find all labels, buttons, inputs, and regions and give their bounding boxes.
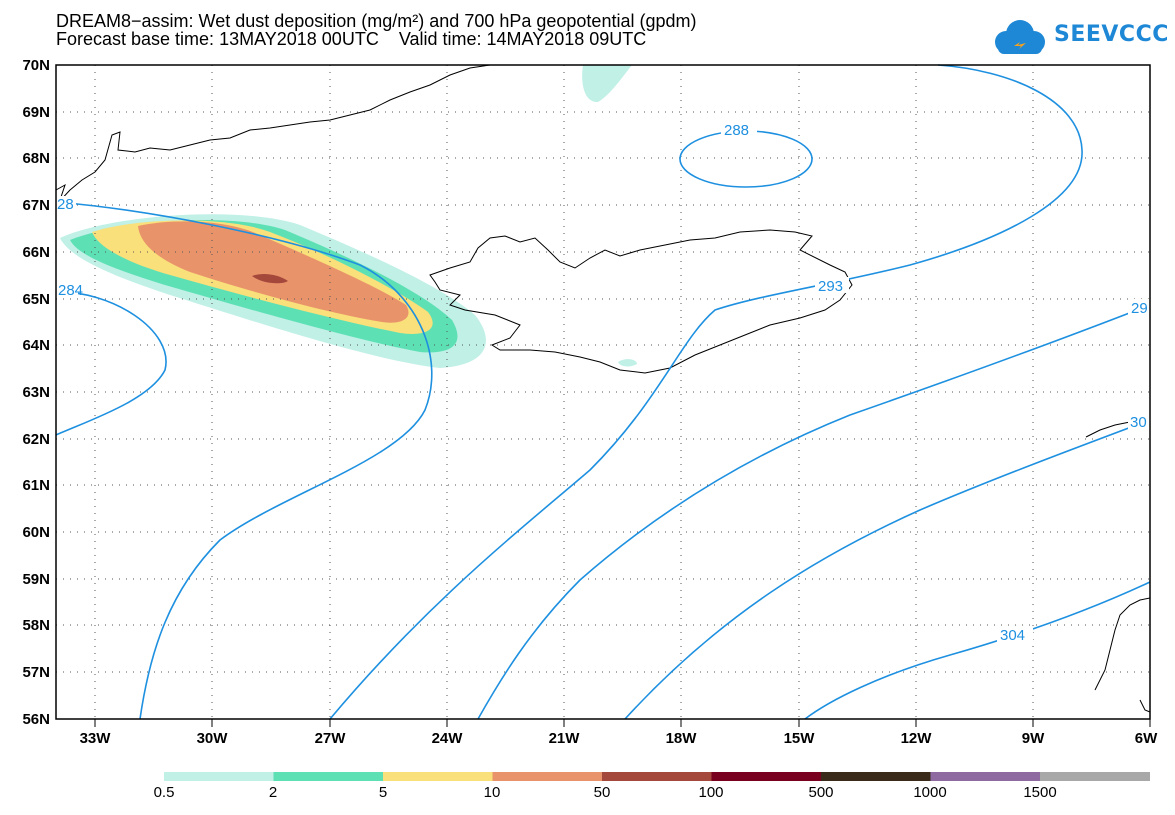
lon-label: 33W (80, 730, 112, 747)
dust-deposition-shading (60, 65, 637, 368)
map-title: DREAM8−assim: Wet dust deposition (mg/m²… (56, 11, 697, 31)
legend-label: 50 (593, 784, 611, 801)
legend-color-bar (164, 772, 1150, 781)
legend-swatch (1040, 772, 1150, 781)
legend-label: 5 (378, 784, 388, 801)
legend-swatch (711, 772, 822, 781)
longitude-labels: 33W 30W 27W 24W 21W 18W 15W 12W 9W 6W (80, 730, 1159, 747)
lat-label: 68N (22, 150, 50, 167)
lon-label: 9W (1022, 730, 1045, 747)
legend-label: 2 (268, 784, 278, 801)
lat-label: 61N (22, 477, 50, 494)
contour-label-288: 288 (724, 122, 749, 139)
lon-label: 24W (432, 730, 464, 747)
legend-swatch (164, 772, 274, 781)
grid-lines (56, 65, 1150, 719)
coastlines (55, 64, 1151, 713)
norway-coast (1094, 597, 1151, 691)
lat-label: 62N (22, 431, 50, 448)
lon-label: 27W (315, 730, 347, 747)
lon-label: 6W (1135, 730, 1158, 747)
map-subtitle: Forecast base time: 13MAY2018 00UTC Vali… (56, 29, 647, 49)
lat-label: 70N (22, 57, 50, 74)
lat-label: 58N (22, 617, 50, 634)
lon-label: 15W (784, 730, 816, 747)
lat-label: 69N (22, 104, 50, 121)
contour-label-30: 30 (1130, 414, 1147, 431)
lon-label: 12W (901, 730, 933, 747)
lat-label: 64N (22, 337, 50, 354)
legend-label: 10 (483, 784, 501, 801)
greenland-coast (55, 64, 491, 206)
legend-label: 1000 (913, 784, 947, 801)
lat-label: 59N (22, 571, 50, 588)
contour-label-304: 304 (1000, 627, 1025, 644)
lon-label: 18W (666, 730, 698, 747)
cloud-icon (995, 20, 1045, 54)
legend-swatch (383, 772, 493, 781)
logo-text: SEEVCCC (1054, 22, 1169, 47)
contour-label-284: 284 (58, 282, 83, 299)
legend-swatch (273, 772, 384, 781)
lon-label: 30W (197, 730, 229, 747)
legend-swatch (602, 772, 712, 781)
lat-label: 66N (22, 244, 50, 261)
iceland-coast (429, 229, 853, 374)
lon-label: 21W (549, 730, 581, 747)
lat-label: 56N (22, 711, 50, 728)
legend-label: 500 (808, 784, 834, 801)
contour-label-28: 28 (57, 196, 74, 213)
latitude-labels: 70N 69N 68N 67N 66N 65N 64N 63N 62N 61N … (22, 57, 50, 728)
legend-label: 100 (698, 784, 724, 801)
legend-swatch (492, 772, 603, 781)
contour-labels: 288 293 29 284 304 30 28 (56, 122, 1150, 644)
legend-swatch (930, 772, 1041, 781)
lat-label: 60N (22, 524, 50, 541)
geopotential-contours (55, 64, 1151, 720)
lat-label: 65N (22, 291, 50, 308)
legend-label: 0.5 (153, 784, 175, 801)
legend-label: 1500 (1023, 784, 1057, 801)
contour-label-29: 29 (1131, 300, 1148, 317)
tick-marks (94, 719, 1151, 727)
lat-label: 67N (22, 197, 50, 214)
legend-swatch (821, 772, 931, 781)
lat-label: 63N (22, 384, 50, 401)
lat-label: 57N (22, 664, 50, 681)
map-frame (55, 64, 1151, 720)
contour-label-293: 293 (818, 278, 843, 295)
